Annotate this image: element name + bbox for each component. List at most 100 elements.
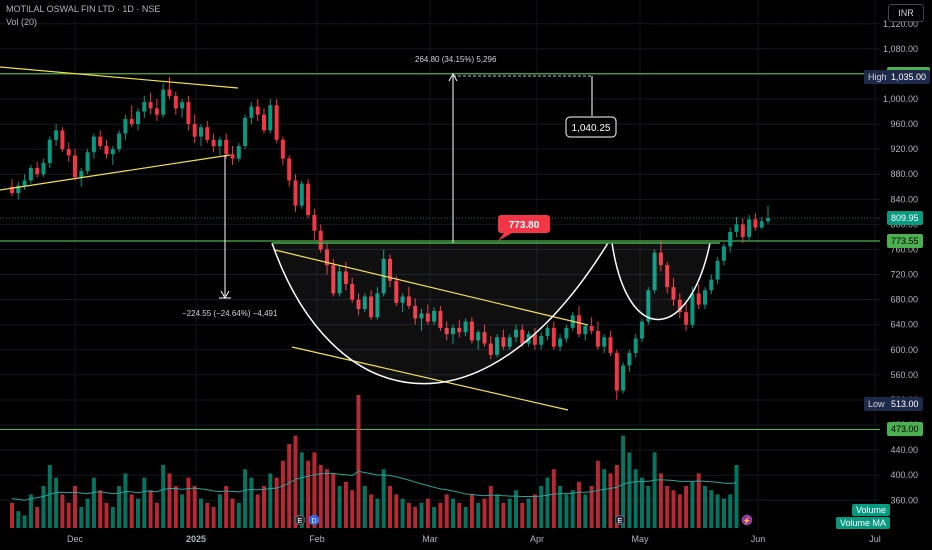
candle [85,149,90,175]
candle [217,136,222,156]
volume-bar [136,498,140,528]
event-marker-icon [308,514,320,526]
candle [551,321,556,350]
candle-body [318,230,323,250]
candle-body [10,186,14,194]
candle-body [243,117,248,147]
y-tick-label: 640.00 [890,320,918,330]
candle [482,324,487,347]
candle-body [362,296,367,310]
candle-body [633,338,638,353]
candle-body [268,105,273,131]
candle [621,362,626,394]
candle [104,139,109,159]
candle [766,205,770,225]
candle-body [356,299,361,310]
candle [16,181,21,200]
upper-measure-label: 264.80 (34.15%) 5,296 [415,55,497,64]
time-axis[interactable]: Dec 2025 Feb Mar Apr May Jun Jul [67,534,881,544]
volume-bar [684,486,689,528]
y-tick-label: 880.00 [890,169,918,179]
volume-bar [287,444,292,528]
volume-indicator-label[interactable]: Vol (20) [6,17,38,27]
candle-body [28,167,33,181]
volume-bar [595,460,600,528]
volume-bar [98,490,103,528]
volume-bars [10,395,739,528]
volume-bar [217,494,222,528]
currency-button[interactable]: INR [888,4,924,22]
candle-body [129,119,134,125]
y-tick-label: 400.00 [890,470,918,480]
candle [747,214,752,241]
candle-body [734,224,739,232]
candle [161,83,166,118]
volume-bar [173,486,178,528]
last-price-badge: 809.95 [887,211,923,226]
candle [665,262,670,294]
volume-bar [249,477,254,528]
volume-bar [476,502,481,528]
candle [583,324,588,341]
candle-body [161,89,166,115]
volume-bar [117,486,122,528]
candle [211,133,216,153]
candle [627,349,632,372]
volume-bar [514,490,518,528]
candle [419,309,424,331]
candle-body [551,327,556,347]
candle-body [343,271,348,284]
volume-bar [507,498,512,528]
volume-bar [16,511,21,528]
volume-legend[interactable]: Volume [851,504,890,516]
candle-body [413,305,418,319]
candle [167,77,172,99]
candle [388,254,392,288]
candle-body [583,325,588,335]
candle-body [22,180,27,186]
candle-body [54,130,59,140]
neckline-badge-pointer [498,233,512,241]
event-marker-icon [741,514,753,526]
candle [249,102,254,125]
volume-bar [677,494,682,528]
volume-bar [633,469,638,528]
candle [703,287,707,310]
candle [350,277,355,303]
volume-bar [104,502,109,528]
candle-body [608,337,613,353]
candle-body [312,214,317,231]
volume-bar [728,494,733,528]
x-tick-label: Mar [422,534,438,544]
volume-bar [577,481,581,528]
volume-bar [640,477,644,528]
candle [558,334,563,352]
candle [274,99,279,143]
candle [457,319,462,338]
candle-body [142,102,147,112]
candle-body [469,321,474,341]
candle-body [236,146,241,159]
candle [463,318,468,337]
volume-bar [54,477,59,528]
candle-body [507,337,512,347]
x-tick-label: Feb [309,534,325,544]
volume-bar [658,473,663,528]
volume-bar [627,452,632,528]
candle-body [759,221,764,228]
candle-body [41,162,46,175]
volume-bar [602,469,607,528]
event-marker-label: E [618,518,623,525]
volume-ma-legend[interactable]: Volume MA [835,517,890,529]
candle-body [280,139,285,159]
candle-body [747,219,752,237]
volume-bar [652,452,657,528]
candle [652,249,657,294]
candle [318,224,323,253]
candle-body [167,89,172,96]
volume-bar [180,494,185,528]
candle-body [652,252,657,291]
candle-body [85,152,90,172]
wedge-upper-line [274,249,589,326]
